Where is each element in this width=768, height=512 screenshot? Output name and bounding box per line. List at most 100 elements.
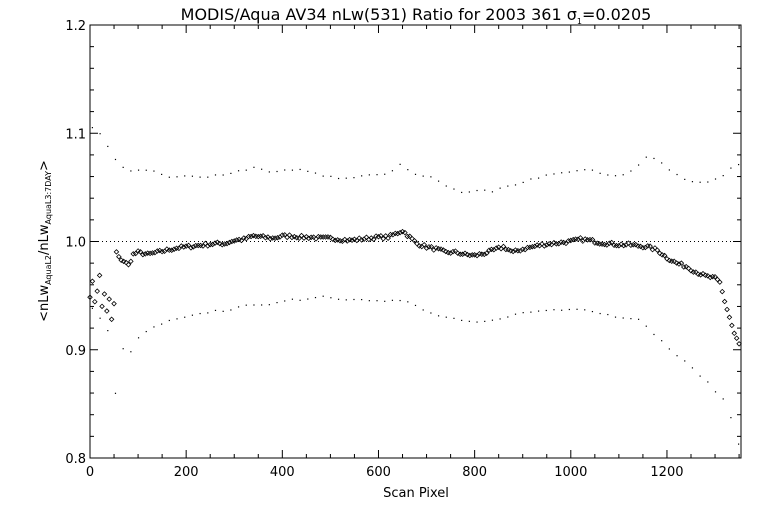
mean-ratio-point bbox=[584, 237, 591, 243]
lower-bound-point bbox=[361, 298, 363, 301]
mean-ratio-point bbox=[717, 279, 723, 285]
lower-bound-point bbox=[514, 313, 517, 315]
upper-bound-point bbox=[645, 156, 647, 158]
mean-ratio-point bbox=[676, 261, 682, 267]
upper-bound-point bbox=[530, 178, 532, 180]
mean-ratio-point bbox=[130, 251, 137, 257]
lower-bound-point bbox=[384, 300, 386, 302]
mean-ratio-point bbox=[217, 240, 223, 247]
upper-bound-point bbox=[114, 158, 117, 161]
mean-ratio-point bbox=[209, 241, 216, 248]
mean-ratio-point bbox=[322, 234, 329, 240]
mean-ratio-point bbox=[265, 234, 271, 240]
mean-ratio-point bbox=[375, 233, 382, 240]
mean-ratio-point bbox=[402, 229, 408, 236]
lower-bound-point bbox=[591, 310, 594, 313]
mean-ratio-point bbox=[404, 233, 411, 240]
upper-bound-point bbox=[184, 175, 186, 177]
lower-bound-point bbox=[284, 300, 286, 302]
lower-bound-point bbox=[437, 315, 440, 317]
mean-ratio-point bbox=[500, 243, 507, 250]
mean-ratio-point bbox=[688, 267, 694, 274]
lower-bound-point bbox=[268, 304, 270, 306]
mean-ratio-point bbox=[358, 237, 365, 243]
mean-ratio-point bbox=[267, 236, 274, 242]
upper-bound-point bbox=[222, 174, 224, 176]
mean-ratio-point bbox=[630, 241, 637, 248]
lower-bound-point bbox=[314, 296, 317, 299]
lower-bound-point bbox=[545, 309, 547, 312]
mean-ratio-point bbox=[647, 243, 653, 249]
mean-ratio-point bbox=[159, 248, 165, 255]
upper-bound-point bbox=[730, 167, 732, 169]
upper-bound-point bbox=[468, 191, 470, 193]
mean-ratio-point bbox=[553, 241, 560, 247]
lower-bound-point bbox=[622, 317, 624, 319]
mean-ratio-point bbox=[368, 235, 375, 241]
upper-bound-point bbox=[430, 176, 432, 178]
lower-bound-point bbox=[684, 360, 686, 362]
x-tick-label: 1200 bbox=[650, 465, 683, 480]
mean-ratio-point bbox=[411, 238, 418, 244]
upper-bound-point bbox=[699, 181, 701, 183]
lower-bound-point bbox=[137, 337, 140, 339]
upper-bound-point bbox=[453, 188, 455, 190]
upper-bound-point bbox=[137, 169, 140, 171]
lower-bound-point bbox=[661, 340, 663, 342]
mean-ratio-point bbox=[226, 239, 233, 246]
mean-ratio-point bbox=[729, 322, 735, 329]
mean-ratio-point bbox=[257, 233, 264, 240]
mean-ratio-point bbox=[113, 249, 120, 255]
upper-bound-point bbox=[337, 177, 340, 180]
upper-bound-point bbox=[545, 174, 547, 176]
mean-ratio-point bbox=[108, 316, 115, 323]
chart-title-main: MODIS/Aqua AV34 nLw(531) Ratio for 2003 … bbox=[181, 5, 567, 24]
mean-ratio-point bbox=[229, 238, 235, 245]
mean-ratio-point bbox=[156, 247, 163, 254]
lower-bound-point bbox=[99, 317, 101, 319]
lower-bound-point bbox=[291, 298, 294, 300]
mean-ratio-point bbox=[510, 248, 516, 255]
mean-ratio-point bbox=[714, 276, 721, 283]
lower-bound-point bbox=[691, 367, 694, 369]
lower-bound-point bbox=[530, 311, 532, 313]
lower-bound-point bbox=[537, 310, 540, 312]
upper-bound-point bbox=[437, 180, 440, 182]
mean-ratio-point bbox=[342, 236, 348, 243]
mean-ratio-point bbox=[608, 239, 615, 246]
upper-bound-point bbox=[276, 170, 278, 173]
y-tick-label: 1.1 bbox=[65, 127, 86, 142]
mean-ratio-point bbox=[568, 237, 574, 244]
lower-bound-point bbox=[337, 298, 340, 300]
upper-bound-point bbox=[461, 191, 463, 194]
upper-bound-point bbox=[361, 175, 363, 177]
mean-ratio-point bbox=[469, 252, 475, 258]
upper-bound-point bbox=[99, 133, 101, 135]
mean-ratio-point bbox=[661, 252, 668, 259]
mean-ratio-point bbox=[462, 250, 468, 256]
upper-bound-point bbox=[499, 187, 501, 189]
mean-ratio-point bbox=[378, 233, 384, 239]
mean-ratio-point bbox=[726, 314, 733, 321]
mean-ratio-point bbox=[149, 250, 156, 256]
mean-ratio-point bbox=[394, 230, 401, 237]
lower-bound-point bbox=[499, 318, 501, 320]
upper-bound-point bbox=[230, 172, 232, 175]
upper-bound-point bbox=[384, 173, 386, 175]
mean-ratio-point bbox=[111, 300, 117, 307]
y-tick-label: 1.2 bbox=[65, 19, 86, 34]
y-tick-label: 0.9 bbox=[65, 344, 86, 359]
upper-bound-point bbox=[422, 175, 424, 177]
lower-bound-point bbox=[668, 348, 670, 350]
y-tick-label: 0.8 bbox=[65, 452, 86, 467]
lower-bound-point bbox=[445, 316, 447, 318]
upper-bound-point bbox=[130, 170, 132, 172]
mean-ratio-point bbox=[707, 274, 713, 281]
upper-bound-point bbox=[484, 189, 486, 191]
mean-ratio-point bbox=[527, 244, 533, 251]
mean-ratio-point bbox=[214, 239, 221, 246]
upper-bound-point bbox=[168, 176, 170, 178]
upper-bound-point bbox=[668, 169, 670, 171]
mean-ratio-point bbox=[421, 241, 427, 248]
mean-ratio-point bbox=[305, 235, 312, 242]
